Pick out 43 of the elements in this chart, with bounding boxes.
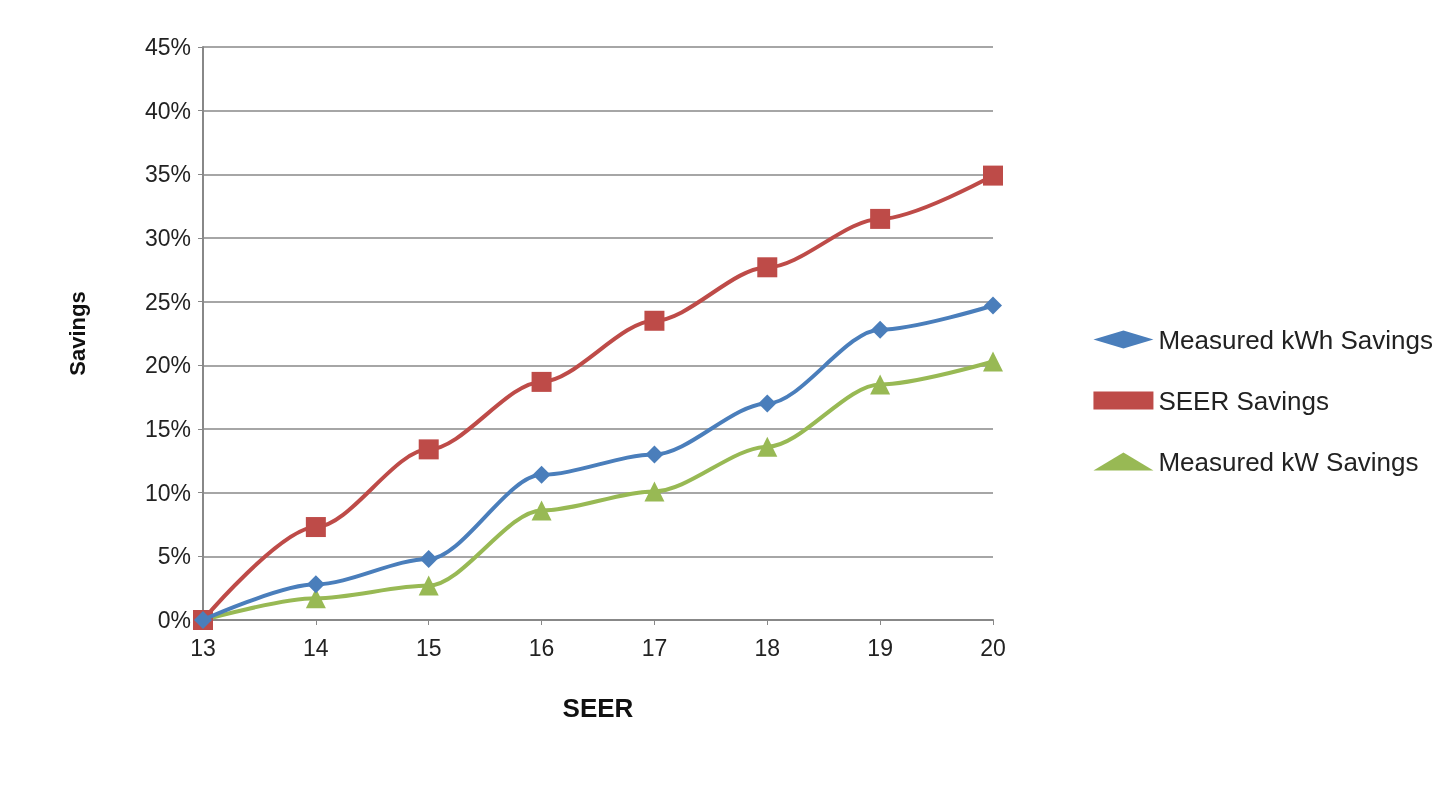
point — [983, 351, 1003, 372]
x-tick-label: 13 — [190, 634, 216, 661]
point — [305, 517, 326, 538]
point — [870, 374, 891, 395]
x-tick-label: 20 — [980, 634, 1006, 661]
point — [306, 575, 325, 594]
point — [419, 549, 438, 568]
y-tick-label: 20% — [144, 352, 191, 379]
y-tick-label: 15% — [144, 416, 191, 442]
x-axis-title: SEER — [562, 693, 634, 723]
point — [757, 436, 778, 457]
y-tick-label: 0% — [157, 607, 191, 633]
legend-label: Measured kWh Savings — [1158, 324, 1433, 355]
legend-label: Measured kW Savings — [1158, 446, 1419, 477]
x-tick-label: 19 — [867, 634, 893, 661]
point — [531, 500, 552, 521]
point — [532, 465, 551, 484]
point — [644, 310, 665, 331]
x-tick-label: 14 — [303, 634, 329, 661]
y-axis-title: Savings — [64, 291, 90, 376]
point — [418, 575, 439, 596]
point — [984, 296, 1002, 315]
y-tick-label: 30% — [144, 225, 191, 251]
y-tick-label: 25% — [144, 288, 191, 315]
legend-label: SEER Savings — [1158, 385, 1329, 416]
y-tick-label: 10% — [144, 479, 191, 506]
point — [644, 481, 665, 502]
point — [758, 394, 777, 413]
x-tick-label: 17 — [641, 634, 668, 661]
x-tick-label: 15 — [415, 634, 442, 661]
point — [531, 371, 552, 392]
point — [983, 165, 1003, 186]
x-tick-label: 18 — [754, 634, 781, 661]
y-tick-label: 5% — [157, 543, 191, 570]
point — [871, 320, 890, 339]
point — [870, 208, 891, 229]
y-tick-label: 40% — [144, 97, 191, 124]
y-tick-label: 45% — [144, 34, 191, 60]
x-tick-label: 16 — [528, 634, 555, 661]
point — [418, 439, 439, 460]
y-tick-label: 35% — [144, 161, 191, 188]
point — [757, 257, 778, 278]
point — [645, 445, 664, 464]
